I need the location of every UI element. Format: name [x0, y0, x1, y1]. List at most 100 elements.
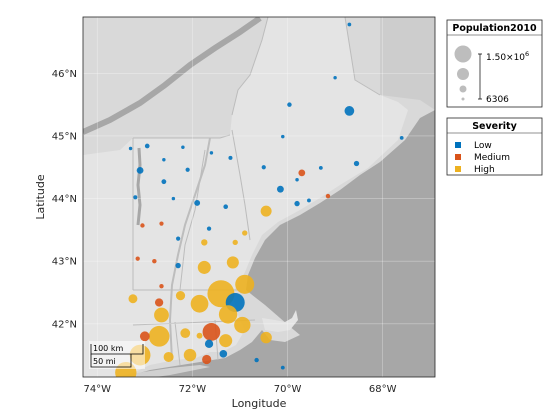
data-point-low	[280, 365, 285, 370]
size-legend: Population2010 1.50×106 6306	[446, 19, 543, 108]
severity-legend-label-high: High	[474, 165, 495, 175]
x-tick-label: 74°W	[83, 384, 111, 395]
data-point-low	[318, 165, 323, 170]
severity-legend-box	[446, 117, 543, 176]
data-point-low	[295, 178, 299, 182]
data-point-low	[144, 143, 150, 149]
data-point-low	[276, 185, 284, 193]
scale-bar-km-line	[90, 344, 144, 355]
data-point-low	[128, 146, 133, 151]
atlantic-ocean	[125, 110, 435, 377]
severity-legend-marker-medium	[455, 154, 461, 160]
data-point-medium	[154, 298, 164, 307]
severity-legend-marker-high	[455, 166, 461, 172]
data-point-medium	[202, 323, 221, 341]
data-point-low	[194, 200, 201, 206]
data-point-low	[223, 204, 229, 210]
y-tick-label: 44°N	[52, 194, 77, 205]
y-tick-label: 45°N	[52, 131, 77, 142]
size-legend-large-bubble	[454, 45, 472, 63]
data-point-medium	[202, 354, 212, 365]
data-point-medium	[159, 284, 164, 289]
data-point-medium	[140, 223, 145, 228]
data-point-high	[260, 331, 272, 344]
y-tick-label: 42°N	[52, 319, 77, 330]
x-tick-labels: 74°W 72°W 70°W 68°W	[83, 384, 396, 395]
data-point-low	[261, 165, 266, 170]
data-point-low	[294, 200, 300, 207]
river-connecticut	[168, 137, 211, 361]
data-point-low	[399, 135, 404, 140]
data-point-low	[287, 102, 292, 107]
data-point-medium	[135, 256, 140, 261]
data-point-low	[206, 226, 212, 231]
data-point-high	[190, 294, 209, 313]
state-borders	[132, 17, 381, 366]
data-point-high	[154, 307, 169, 323]
data-point-low	[185, 167, 190, 172]
x-tick-label: 70°W	[274, 384, 302, 395]
data-point-medium	[152, 258, 157, 264]
severity-legend-marker-low	[455, 142, 461, 148]
grid-lines	[83, 17, 435, 377]
data-point-high	[128, 294, 138, 304]
new-england-states	[83, 17, 408, 377]
scale-bar: 100 km 50 mi	[89, 341, 145, 369]
data-point-high	[235, 274, 255, 294]
data-point-high	[219, 334, 233, 348]
data-point-high	[180, 328, 191, 339]
size-legend-max-mantissa: 1.50×10	[486, 53, 525, 63]
size-legend-max-exponent: 6	[525, 50, 529, 58]
data-point-high	[260, 205, 272, 217]
severity-legend: Severity Low Medium High	[446, 117, 543, 176]
data-point-low	[204, 339, 214, 348]
data-point-high	[226, 256, 239, 269]
severity-legend-label-medium: Medium	[474, 153, 510, 163]
scale-bar-mi-label: 50 mi	[93, 357, 116, 366]
data-point-low	[344, 106, 355, 116]
data-point-medium	[139, 331, 150, 342]
data-point-low	[133, 195, 138, 200]
data-point-low	[219, 350, 228, 358]
data-point-high	[183, 348, 197, 362]
size-legend-tiny-bubble	[461, 97, 465, 101]
scale-bar-mi-line	[90, 354, 132, 368]
y-tick-label: 43°N	[52, 257, 77, 268]
x-axis-label: Longitude	[232, 397, 287, 410]
data-point-medium	[159, 221, 164, 226]
data-point-low	[181, 145, 185, 149]
data-points	[115, 22, 404, 377]
severity-legend-title: Severity	[472, 121, 517, 132]
data-point-low	[136, 166, 144, 174]
size-legend-bracket	[478, 53, 482, 100]
axes-box	[82, 16, 436, 378]
data-point-high	[163, 351, 174, 362]
basemap	[83, 17, 435, 377]
size-legend-small-bubble	[459, 85, 467, 93]
data-point-high	[196, 332, 203, 339]
data-point-low	[347, 22, 352, 27]
y-tick-labels: 42°N 43°N 44°N 45°N 46°N	[52, 69, 77, 330]
data-point-low	[254, 357, 259, 363]
data-point-low	[162, 158, 166, 162]
data-point-high	[232, 239, 238, 246]
data-point-high	[242, 230, 248, 236]
data-point-low	[281, 134, 285, 139]
size-legend-max-label: 1.50×106	[486, 50, 529, 63]
severity-legend-label-low: Low	[474, 141, 492, 151]
y-axis-label: Latitude	[34, 174, 47, 220]
data-point-low	[353, 160, 360, 167]
scale-bar-km-label: 100 km	[93, 344, 123, 353]
data-point-low	[175, 262, 181, 269]
severity-legend-items: Low Medium High	[455, 141, 510, 175]
lake-champlain	[136, 147, 142, 226]
x-tick-label: 68°W	[369, 384, 397, 395]
data-point-high	[201, 239, 208, 246]
size-legend-title: Population2010	[452, 23, 537, 34]
size-legend-min-label: 6306	[486, 95, 509, 105]
long-island	[112, 365, 210, 377]
data-point-low	[176, 236, 181, 241]
canada-land	[83, 17, 435, 110]
data-point-medium	[298, 169, 306, 177]
